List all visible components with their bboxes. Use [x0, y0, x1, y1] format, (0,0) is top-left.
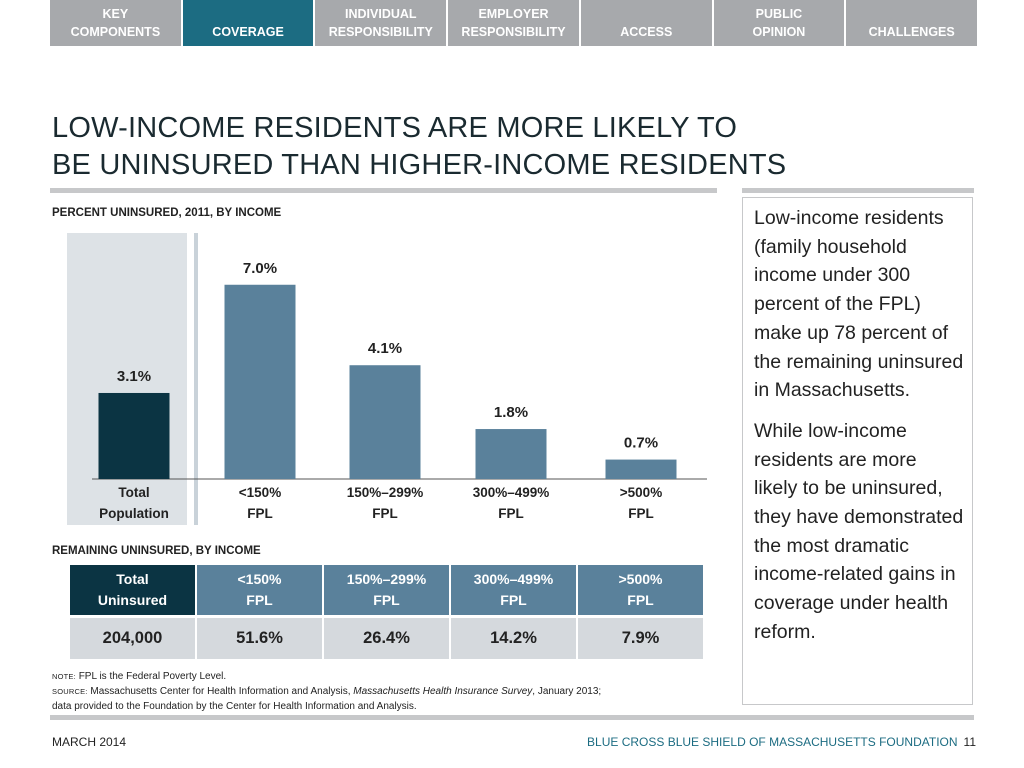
tab-key-components[interactable]: KEY COMPONENTS — [50, 0, 181, 46]
column-divider — [194, 233, 198, 525]
category-sublabel-1: FPL — [247, 506, 273, 521]
tab-public-opinion[interactable]: PUBLIC OPINION — [713, 0, 845, 46]
category-sublabel-0: Population — [99, 506, 169, 521]
tab-label-line2: RESPONSIBILITY — [328, 25, 433, 39]
bar-value-label-3: 1.8% — [494, 404, 528, 421]
source-survey-title: Massachusetts Health Insurance Survey — [353, 686, 533, 697]
table-cell-300-499: 14.2% — [451, 618, 576, 659]
header-line2: Uninsured — [97, 592, 168, 608]
bar-value-label-2: 4.1% — [368, 340, 402, 357]
tab-label-line1: PUBLIC — [755, 7, 803, 21]
source-line2: data provided to the Foundation by the C… — [52, 701, 417, 712]
bar-value-label-0: 3.1% — [117, 368, 151, 385]
source-text: Massachusetts Center for Health Informat… — [90, 686, 351, 697]
footer-date: MARCH 2014 — [52, 735, 127, 749]
category-sublabel-3: FPL — [498, 506, 524, 521]
bar-3 — [475, 429, 547, 479]
header-line2: FPL — [627, 592, 654, 608]
category-sublabel-2: FPL — [372, 506, 398, 521]
table-label: REMAINING UNINSURED, BY INCOME — [52, 545, 261, 557]
sidebar-paragraph-2: While low-income residents are more like… — [754, 419, 964, 643]
tab-label-line2: OPINION — [752, 25, 806, 39]
header-line1: >500% — [618, 571, 663, 587]
bar-0 — [98, 392, 170, 479]
table-header-over500: >500% FPL — [578, 565, 703, 615]
tab-label-line1: INDIVIDUAL — [345, 7, 417, 21]
tab-access[interactable]: ACCESS — [580, 0, 712, 46]
bar-2 — [349, 365, 421, 479]
footer-divider — [50, 715, 974, 720]
header-line1: <150% — [237, 571, 282, 587]
table-cell-total: 204,000 — [70, 618, 195, 659]
table-header-row: Total Uninsured <150% FPL 150%–299% FPL 300… — [70, 565, 704, 615]
bar-value-label-4: 0.7% — [624, 435, 658, 452]
tab-coverage[interactable]: COVERAGE — [182, 0, 314, 46]
tab-label-line1: KEY — [102, 7, 129, 21]
uninsured-bar-chart: 3.1% Total Population 7.0% <150% FPL 4.1% 150%–… — [67, 233, 707, 525]
tab-individual-responsibility[interactable]: INDIVIDUAL RESPONSIBILITY — [315, 0, 447, 46]
bar-value-label-1: 7.0% — [243, 260, 277, 277]
header-line2: FPL — [246, 592, 273, 608]
page-title-line2: BE UNINSURED THAN HIGHER-INCOME RESIDENT… — [52, 149, 787, 181]
category-label-0: Total — [118, 485, 149, 500]
tab-label-line1: EMPLOYER — [478, 7, 549, 21]
table-cell-under150: 51.6% — [197, 618, 322, 659]
tab-employer-responsibility[interactable]: EMPLOYER RESPONSIBILITY — [448, 0, 579, 46]
sidebar-paragraph-1: Low-income residents (family household i… — [754, 207, 964, 402]
footer-org-name: BLUE CROSS BLUE SHIELD OF MASSACHUSETTS … — [587, 735, 958, 749]
footer-org: BLUE CROSS BLUE SHIELD OF MASSACHUSETTS … — [587, 735, 976, 749]
header-line1: 150%–299% — [346, 571, 427, 587]
table-header-total: Total Uninsured — [70, 565, 195, 615]
note-tag: NOTE: — [52, 672, 76, 681]
page-title-line1: LOW-INCOME RESIDENTS ARE MORE LIKELY TO — [52, 112, 738, 144]
source-tag: SOURCE: — [52, 687, 88, 696]
page-title: LOW-INCOME RESIDENTS ARE MORE LIKELY TO … — [52, 110, 786, 184]
category-label-1: <150% — [239, 485, 281, 500]
remaining-uninsured-table: Total Uninsured <150% FPL 150%–299% FPL 300… — [70, 565, 704, 659]
table-row: 204,000 51.6% 26.4% 14.2% 7.9% — [70, 618, 704, 659]
header-line2: FPL — [500, 592, 527, 608]
tab-challenges[interactable]: CHALLENGES — [846, 0, 978, 46]
bar-1 — [224, 284, 296, 479]
note-text: FPL is the Federal Poverty Level. — [78, 671, 227, 682]
table-header-150-299: 150%–299% FPL — [324, 565, 449, 615]
chart-label: PERCENT UNINSURED, 2011, BY INCOME — [52, 207, 282, 219]
bar-4 — [605, 459, 677, 479]
table-header-300-499: 300%–499% FPL — [451, 565, 576, 615]
tab-label-line2: COMPONENTS — [70, 25, 161, 39]
sidebar-callout: Low-income residents (family household i… — [742, 197, 973, 705]
tab-label-line2: RESPONSIBILITY — [461, 25, 566, 39]
tab-label-line2: CHALLENGES — [868, 25, 955, 39]
category-label-4: >500% — [620, 485, 662, 500]
header-line1: 300%–499% — [473, 571, 554, 587]
tab-label-line2: COVERAGE — [212, 25, 284, 39]
table-cell-over500: 7.9% — [578, 618, 703, 659]
tab-label-line2: ACCESS — [620, 25, 673, 39]
table-header-under150: <150% FPL — [197, 565, 322, 615]
category-sublabel-4: FPL — [628, 506, 654, 521]
top-nav: KEY COMPONENTS COVERAGE INDIVIDUAL RESPONS… — [50, 0, 978, 46]
category-label-2: 150%–299% — [347, 485, 424, 500]
category-label-3: 300%–499% — [473, 485, 550, 500]
title-divider — [50, 188, 717, 193]
footnote: NOTE: FPL is the Federal Poverty Level. … — [52, 669, 601, 714]
table-cell-150-299: 26.4% — [324, 618, 449, 659]
sidebar-top-divider — [742, 188, 974, 193]
page-number: 11 — [963, 735, 976, 749]
header-line1: Total — [116, 571, 149, 587]
source-date: , January 2013; — [532, 686, 602, 697]
header-line2: FPL — [373, 592, 400, 608]
